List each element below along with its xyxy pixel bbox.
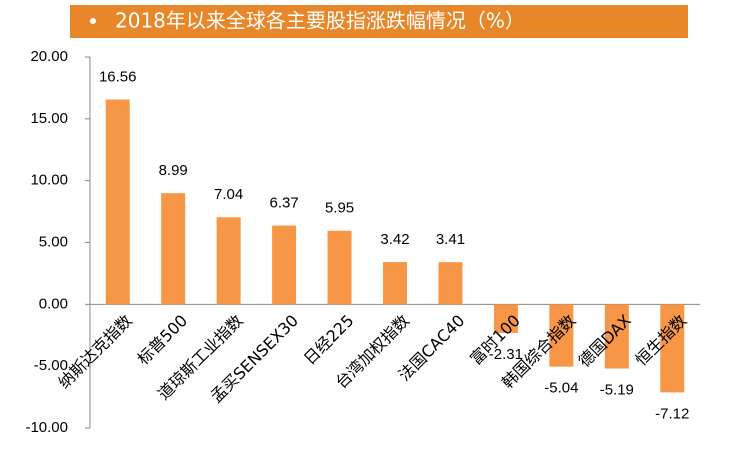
y-tick-label: 15.00 — [30, 110, 68, 127]
y-tick-label: 0.00 — [39, 295, 68, 312]
value-label: 7.04 — [214, 186, 243, 203]
y-tick-label: -5.00 — [34, 357, 68, 374]
bar — [383, 262, 407, 305]
value-label: 3.42 — [380, 231, 409, 248]
value-label: -2.31 — [489, 346, 523, 363]
value-label: 3.41 — [436, 231, 465, 248]
y-tick-label: 10.00 — [30, 172, 68, 189]
value-label: 8.99 — [159, 162, 188, 179]
bar — [327, 230, 352, 305]
y-tick-label: 20.00 — [30, 48, 68, 65]
value-label: 16.56 — [99, 69, 137, 86]
value-label: -5.19 — [600, 381, 634, 398]
x-tick-label: 纳斯达克指数 — [54, 311, 135, 392]
value-label: 5.95 — [325, 200, 354, 217]
value-label: 6.37 — [269, 195, 298, 212]
bar — [272, 225, 297, 305]
title-banner — [70, 5, 688, 38]
bar — [216, 217, 241, 305]
value-label: -5.04 — [544, 380, 578, 397]
bar — [660, 304, 685, 393]
x-tick-label: 日经225 — [300, 311, 358, 369]
y-tick-label: -10.00 — [25, 419, 68, 436]
bar — [438, 262, 463, 305]
x-tick-label: 标普500 — [134, 311, 192, 369]
chart-title: 2018年以来全球各主要股指涨跌幅情况（%） — [115, 9, 525, 33]
bar — [105, 99, 130, 305]
title-bullet — [90, 18, 96, 24]
bar — [493, 304, 518, 333]
bar — [161, 193, 186, 305]
y-tick-label: 5.00 — [39, 233, 68, 250]
value-label: -7.12 — [655, 405, 689, 422]
bar — [549, 304, 574, 367]
bar — [604, 304, 629, 369]
